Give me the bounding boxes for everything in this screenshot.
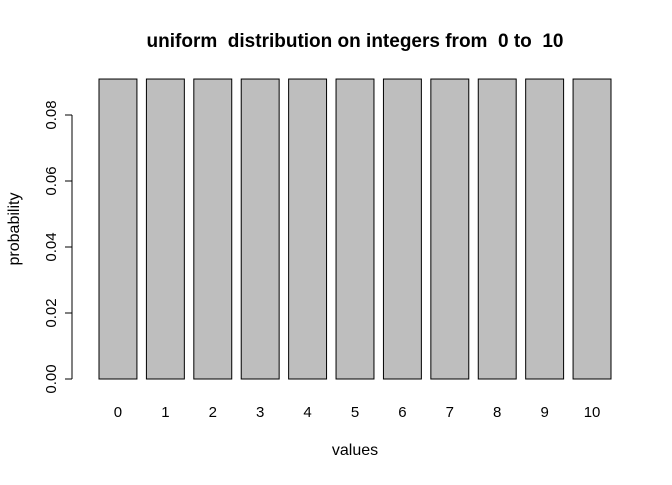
bar-2: [193, 78, 233, 380]
bar-0: [98, 78, 138, 380]
x-tick-label: 8: [493, 404, 501, 421]
x-tick-label: 7: [446, 404, 454, 421]
x-tick-label: 9: [540, 404, 548, 421]
x-tick-label: 3: [256, 404, 264, 421]
bars-group: [98, 78, 612, 380]
bar-10: [572, 78, 612, 380]
x-tick-label: 0: [114, 404, 122, 421]
y-tick-label: 0.04: [43, 232, 60, 261]
bar-5: [335, 78, 375, 380]
bar-7: [430, 78, 470, 380]
y-axis-label: probability: [6, 193, 23, 266]
x-tick-label: 2: [209, 404, 217, 421]
x-tick-label: 4: [303, 404, 311, 421]
x-tick-labels: 0 1 2 3 4 5 6 7 8 9 10: [114, 404, 601, 421]
x-tick-label: 6: [398, 404, 406, 421]
x-axis-label: values: [332, 442, 378, 459]
y-tick-label: 0.02: [43, 298, 60, 327]
y-tick-label: 0.06: [43, 166, 60, 195]
bar-3: [240, 78, 280, 380]
bar-6: [382, 78, 422, 380]
x-tick-label: 10: [584, 404, 601, 421]
bar-1: [145, 78, 185, 380]
x-tick-label: 5: [351, 404, 359, 421]
bar-9: [525, 78, 565, 380]
y-tick-label: 0.08: [43, 100, 60, 129]
chart-title: uniform distribution on integers from 0 …: [147, 31, 564, 52]
bar-4: [288, 78, 328, 380]
y-tick-label: 0.00: [43, 364, 60, 393]
x-tick-label: 1: [161, 404, 169, 421]
bar-8: [477, 78, 517, 380]
y-axis: 0.00 0.02 0.04 0.06 0.08: [43, 100, 73, 394]
